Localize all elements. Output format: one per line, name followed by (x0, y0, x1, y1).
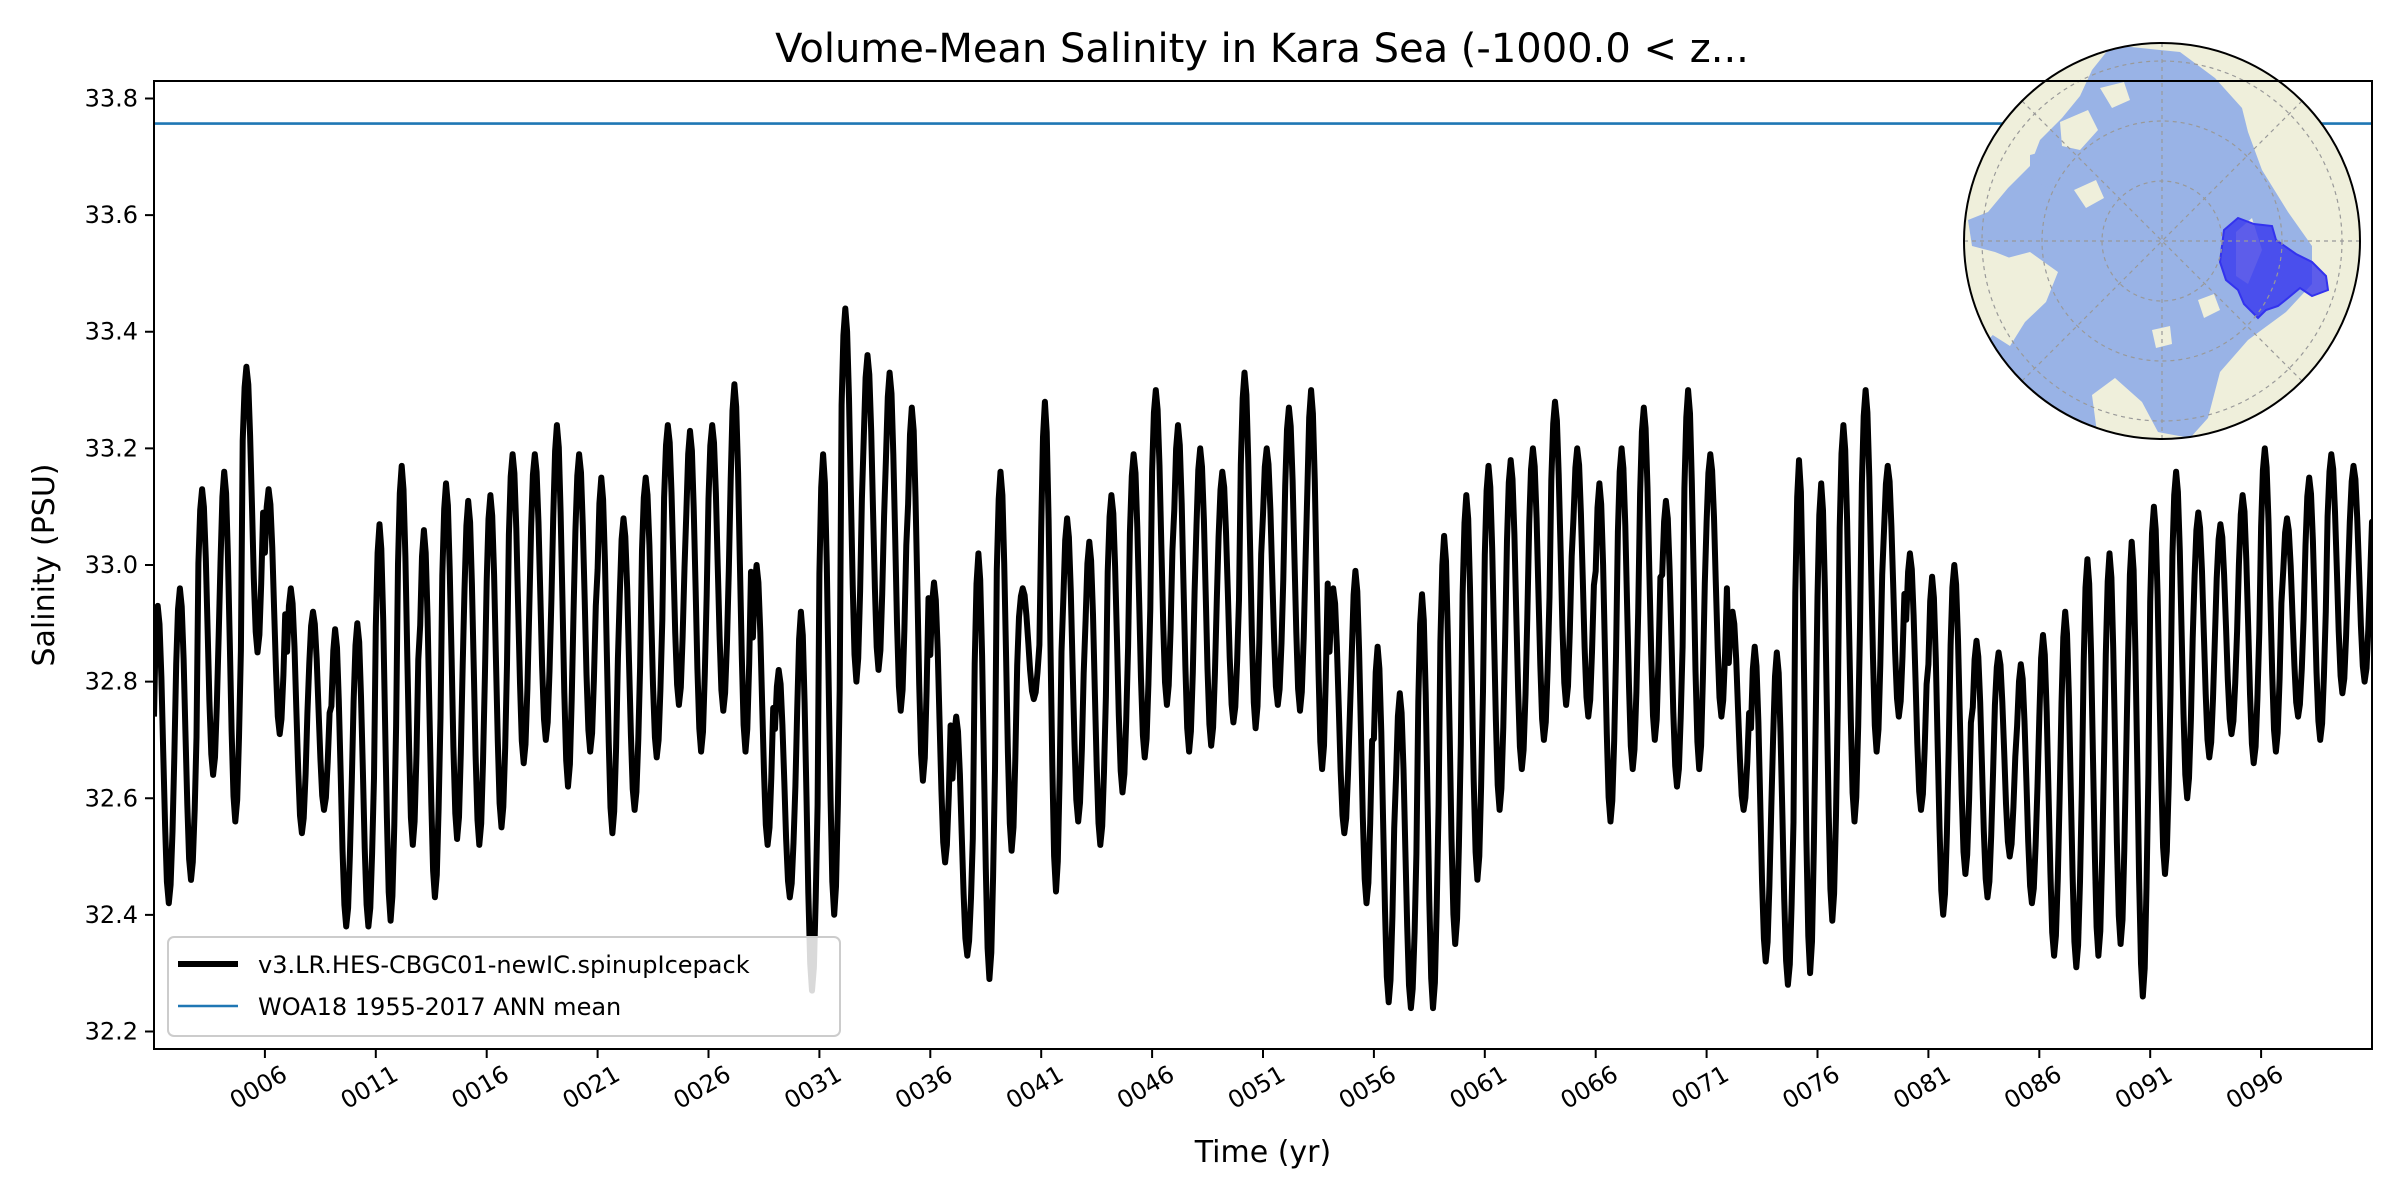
model-salinity-line (154, 305, 2372, 1012)
chart-title: Volume-Mean Salinity in Kara Sea (-1000.… (775, 26, 1749, 72)
y-tick-label: 33.8 (85, 84, 138, 112)
x-axis-label: Time (yr) (1194, 1135, 1331, 1170)
inset-baffin-islands (2060, 82, 2130, 208)
y-tick-label: 32.2 (85, 1018, 138, 1046)
y-tick-label: 33.0 (85, 551, 138, 579)
y-axis-label: Salinity (PSU) (27, 464, 62, 667)
inset-kara-sea-region (2218, 216, 2330, 320)
inset-hudson-bay (2030, 148, 2062, 188)
y-tick-label: 33.2 (85, 434, 138, 462)
legend-box (167, 936, 841, 1037)
inset-outline (1963, 42, 2361, 440)
y-axis: 32.2 32.4 32.6 32.8 33.0 33.2 33.4 33.6 33.8 (85, 84, 154, 1046)
y-tick-label: 33.4 (85, 318, 138, 346)
y-tick-label: 32.6 (85, 784, 138, 812)
y-tick-label: 33.6 (85, 201, 138, 229)
inset-arctic-ocean (1968, 45, 2312, 439)
legend-label-model: v3.LR.HES-CBGC01-newIC.spinupIcepack (258, 951, 750, 979)
y-tick-label: 32.4 (85, 901, 138, 929)
inset-greenland (1975, 252, 2058, 346)
legend: v3.LR.HES-CBGC01-newIC.spinupIcepack WOA… (167, 936, 841, 1037)
legend-label-reference: WOA18 1955-2017 ANN mean (258, 993, 621, 1021)
arctic-inset-map (1963, 42, 2361, 440)
y-tick-label: 32.8 (85, 668, 138, 696)
inset-svalbard (2152, 294, 2220, 348)
